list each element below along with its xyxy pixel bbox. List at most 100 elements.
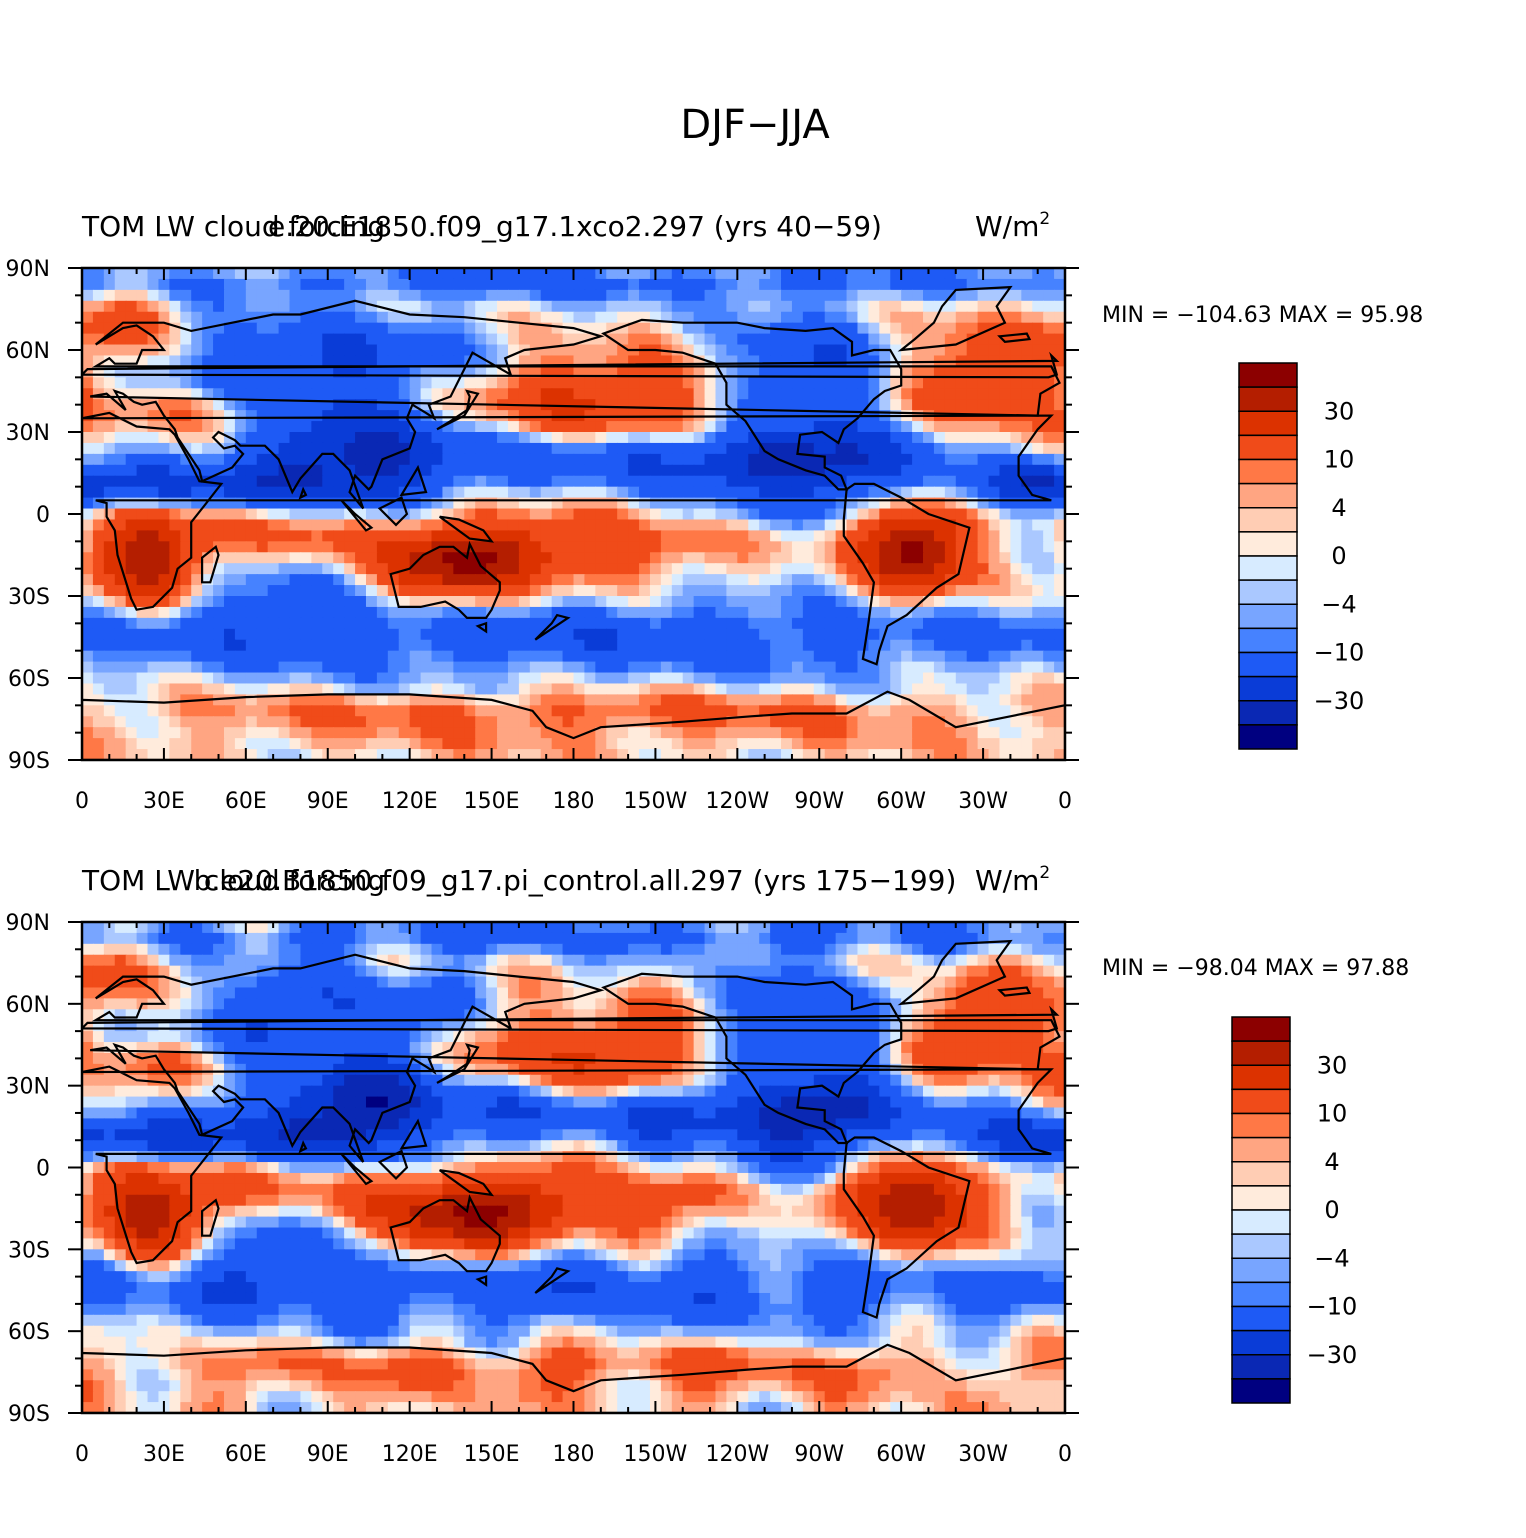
colorbar-box — [1231, 1281, 1291, 1308]
colorbar-box — [1231, 1185, 1291, 1211]
panel-1-center-title: e.20.E1850.f09_g17.1xco2.297 (yrs 40−59) — [268, 210, 882, 243]
colorbar-box — [1231, 1257, 1291, 1284]
panel-2-min-max: MIN = −98.04 MAX = 97.88 — [1102, 956, 1409, 981]
colorbar-box — [1231, 1136, 1291, 1163]
lon-label: 120W — [705, 1442, 769, 1467]
panel-1-map: 90N 60N 30N 0 30S 60S 90S 0 30E 60E 90E 120E 150E 180… — [6, 257, 1079, 814]
colorbar-label: 0 — [1331, 542, 1346, 570]
coastline — [82, 1005, 1060, 1033]
lon-label: 0 — [75, 789, 89, 814]
coastline — [82, 1343, 1065, 1413]
coastline — [997, 986, 1032, 997]
panel-1: TOM LW cloud forcing e.20.E1850.f09_g17.… — [6, 209, 1424, 814]
lon-label: 0 — [75, 1442, 89, 1467]
coastline — [399, 1118, 428, 1150]
lon-label: 120E — [382, 789, 438, 814]
coastline — [340, 1153, 374, 1186]
coastline — [389, 1194, 501, 1273]
coastline — [601, 318, 903, 491]
colorbar-box — [1238, 700, 1298, 726]
lon-label: 30E — [143, 1442, 185, 1467]
lon-label: 0 — [1058, 789, 1072, 814]
coastline — [475, 1275, 488, 1287]
coastline — [82, 1065, 1054, 1265]
colorbar-box — [1238, 555, 1298, 581]
lat-label: 60S — [8, 667, 50, 692]
lat-label: 90N — [6, 257, 50, 282]
coastline — [298, 486, 308, 500]
colorbar-box — [1231, 1016, 1291, 1042]
lat-label: 60S — [8, 1320, 50, 1345]
coastline — [377, 496, 409, 527]
lon-label: 60E — [225, 789, 267, 814]
coastline — [377, 1149, 409, 1180]
map-field — [82, 268, 1065, 760]
colorbar-box — [1231, 1329, 1291, 1356]
coastline — [601, 972, 903, 1145]
panel-2-map: 90N 60N 30N 0 30S 60S 90S 0 30E 60E 90E 120E 150E 180… — [6, 911, 1079, 1467]
coastline — [82, 690, 1065, 760]
panel-1-units: W/m2 — [975, 209, 1050, 243]
coastlines — [82, 939, 1065, 1413]
colorbar-box — [1231, 1088, 1291, 1115]
coastline — [897, 939, 1013, 1006]
colorbar-box — [1231, 1233, 1291, 1259]
lon-label: 180 — [553, 789, 595, 814]
lon-label: 0 — [1058, 1442, 1072, 1467]
lon-label: 120E — [382, 1442, 438, 1467]
map-field — [82, 922, 1065, 1413]
coastlines — [82, 285, 1065, 760]
colorbar-label: −30 — [1314, 687, 1365, 715]
colorbar-box — [1231, 1354, 1291, 1380]
coastline — [534, 1267, 571, 1294]
coastline — [82, 351, 1060, 379]
coastline — [997, 332, 1032, 343]
lon-label: 90W — [794, 789, 844, 814]
colorbar-box — [1231, 1378, 1291, 1404]
colorbar-box — [1238, 603, 1298, 630]
coastline — [201, 544, 220, 584]
panel-2-colorbar: 30 10 4 0 −4 −10 −30 — [1231, 1016, 1358, 1404]
lat-label: 30N — [6, 421, 50, 446]
lon-label: 30E — [143, 789, 185, 814]
colorbar-box — [1238, 434, 1298, 461]
colorbar-label: −10 — [1307, 1293, 1358, 1321]
lon-label: 150E — [464, 1442, 520, 1467]
colorbar-box — [1238, 627, 1298, 654]
colorbar-box — [1238, 410, 1298, 437]
colorbar-box — [1231, 1161, 1291, 1187]
lon-label: 30W — [958, 789, 1008, 814]
lon-label: 150E — [464, 789, 520, 814]
colorbar-box — [1231, 1305, 1291, 1332]
panel-2-left-title: TOM LW cloud forcing — [81, 864, 385, 897]
coastline — [534, 613, 571, 641]
coastline — [389, 540, 501, 619]
colorbar-label: 10 — [1324, 446, 1355, 474]
lat-label: 30S — [8, 1238, 50, 1263]
colorbar-label: −4 — [1314, 1244, 1349, 1272]
colorbar-box — [1231, 1064, 1291, 1091]
coastline — [340, 499, 374, 532]
colorbar-label: 0 — [1324, 1196, 1339, 1224]
lat-label: 90N — [6, 911, 50, 936]
lat-label: 30N — [6, 1075, 50, 1100]
lon-label: 90E — [307, 1442, 349, 1467]
lon-label: 60W — [876, 789, 926, 814]
colorbar-label: 10 — [1317, 1100, 1348, 1128]
lon-label: 120W — [705, 789, 769, 814]
colorbar-label: 30 — [1317, 1051, 1348, 1079]
colorbar-box — [1238, 579, 1298, 605]
coastline — [439, 515, 495, 543]
panel-1-min-max: MIN = −104.63 MAX = 95.98 — [1102, 303, 1423, 328]
coastline — [90, 299, 1061, 510]
colorbar-label: −10 — [1314, 639, 1365, 667]
ticks — [68, 921, 1079, 1414]
lat-label: 30S — [8, 585, 50, 610]
coastline — [201, 1198, 220, 1237]
coastline — [399, 464, 428, 497]
lon-label: 180 — [553, 1442, 595, 1467]
panel-2-units: W/m2 — [975, 863, 1050, 897]
colorbar-box — [1238, 507, 1298, 533]
colorbar-label: 4 — [1331, 494, 1346, 522]
